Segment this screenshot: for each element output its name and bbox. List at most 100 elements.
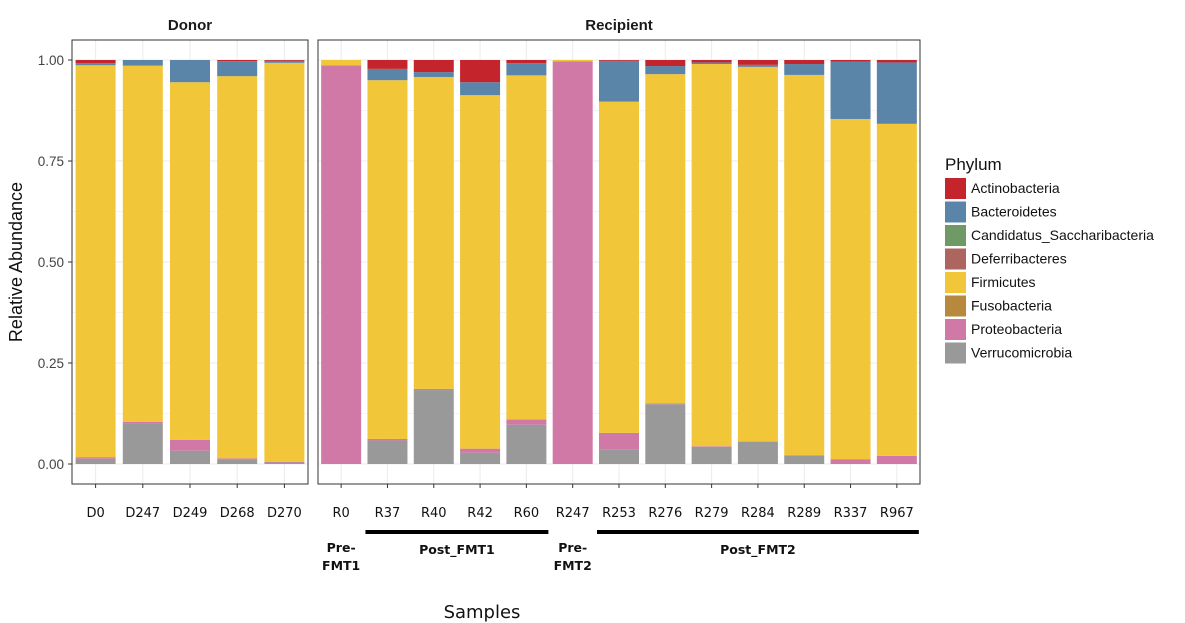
legend-label: Firmicutes bbox=[971, 274, 1036, 290]
x-tick-label: R279 bbox=[695, 506, 729, 521]
bar-segment-firmicutes bbox=[830, 118, 871, 460]
sample-group: Post_FMT2 bbox=[597, 530, 919, 558]
x-tick-label: R247 bbox=[556, 506, 590, 521]
bar-segment-actinobacteria bbox=[217, 60, 258, 62]
bar-D268 bbox=[217, 60, 258, 464]
bar-segment-bacteroidetes bbox=[830, 61, 871, 119]
bar-segment-proteobacteria bbox=[506, 419, 547, 425]
bar-segment-bacteroidetes bbox=[75, 63, 116, 66]
x-tick-label: D268 bbox=[220, 506, 255, 521]
bar-segment-firmicutes bbox=[784, 74, 825, 456]
bar-segment-actinobacteria bbox=[876, 60, 917, 63]
bar-segment-bacteroidetes bbox=[691, 62, 732, 65]
bar-segment-firmicutes bbox=[691, 64, 732, 447]
bar-segment-actinobacteria bbox=[784, 60, 825, 65]
y-tick-label: 0.00 bbox=[38, 457, 64, 472]
y-tick-label: 1.00 bbox=[38, 53, 64, 68]
bar-segment-proteobacteria bbox=[552, 61, 593, 464]
bar-segment-firmicutes bbox=[552, 60, 593, 62]
legend-swatch bbox=[945, 225, 966, 246]
bar-segment-proteobacteria bbox=[599, 432, 639, 450]
bar-segment-firmicutes bbox=[506, 75, 547, 420]
bar-segment-verrucomicrobia bbox=[691, 446, 732, 464]
y-axis: 0.00 0.25 0.50 0.75 1.00 bbox=[38, 53, 72, 472]
bar-segment-verrucomicrobia bbox=[75, 458, 116, 464]
bar-R967 bbox=[876, 60, 917, 464]
bar-segment-actinobacteria bbox=[599, 60, 639, 61]
y-tick-label: 0.75 bbox=[38, 154, 64, 169]
legend-title: Phylum bbox=[945, 155, 1002, 174]
legend-label: Verrucomicrobia bbox=[971, 345, 1072, 361]
bar-segment-verrucomicrobia bbox=[217, 459, 258, 464]
legend-swatch bbox=[945, 295, 966, 317]
legend-item-candidatus_saccharibacteria: Candidatus_Saccharibacteria bbox=[945, 225, 1154, 246]
x-tick-label: D0 bbox=[86, 506, 104, 521]
bar-segment-verrucomicrobia bbox=[784, 455, 825, 464]
bar-segment-verrucomicrobia bbox=[170, 450, 210, 464]
legend-item-firmicutes: Firmicutes bbox=[945, 272, 1036, 293]
bar-segment-bacteroidetes bbox=[170, 60, 210, 83]
legend-swatch bbox=[945, 272, 966, 293]
bar-segment-actinobacteria bbox=[645, 60, 686, 67]
bar-segment-firmicutes bbox=[460, 95, 501, 449]
bar-D0 bbox=[75, 60, 116, 464]
x-tick-label: R40 bbox=[421, 506, 447, 521]
legend-label: Deferribacteres bbox=[971, 251, 1067, 267]
bar-segment-firmicutes bbox=[170, 82, 210, 440]
bar-segment-firmicutes bbox=[876, 123, 917, 456]
legend-label: Bacteroidetes bbox=[971, 204, 1057, 220]
bar-segment-proteobacteria bbox=[691, 446, 732, 447]
y-axis-label: Relative Abundance bbox=[6, 182, 26, 342]
bar-segment-proteobacteria bbox=[217, 458, 258, 460]
x-tick-label: R337 bbox=[834, 506, 868, 521]
group-label: FMT2 bbox=[554, 558, 592, 573]
x-tick-label: D249 bbox=[173, 506, 208, 521]
legend-swatch bbox=[945, 342, 966, 364]
bar-R276 bbox=[645, 60, 686, 464]
bar-D270 bbox=[264, 60, 305, 464]
bar-R337 bbox=[830, 60, 871, 464]
group-label: Post_FMT1 bbox=[419, 542, 495, 558]
bar-segment-verrucomicrobia bbox=[367, 440, 408, 464]
group-label: Pre- bbox=[327, 540, 356, 555]
group-label: Post_FMT2 bbox=[720, 542, 796, 558]
bar-segment-actinobacteria bbox=[75, 60, 116, 64]
x-tick-label: R289 bbox=[787, 506, 821, 521]
bar-R279 bbox=[691, 60, 732, 464]
bar-segment-proteobacteria bbox=[413, 388, 454, 391]
x-tick-label: R253 bbox=[602, 506, 636, 521]
bar-segment-proteobacteria bbox=[830, 459, 871, 464]
bar-segment-bacteroidetes bbox=[784, 64, 825, 75]
bar-segment-actinobacteria bbox=[413, 60, 454, 73]
bar-segment-firmicutes bbox=[599, 101, 639, 433]
legend-item-fusobacteria: Fusobacteria bbox=[945, 295, 1052, 317]
bar-segment-bacteroidetes bbox=[645, 66, 686, 75]
bar-segment-proteobacteria bbox=[122, 421, 163, 424]
bar-R42 bbox=[460, 60, 501, 464]
legend-label: Proteobacteria bbox=[971, 321, 1062, 337]
bar-segment-bacteroidetes bbox=[876, 62, 917, 124]
bar-segment-actinobacteria bbox=[367, 60, 408, 69]
bar-R40 bbox=[413, 60, 454, 464]
bar-segment-bacteroidetes bbox=[460, 82, 501, 96]
bar-segment-firmicutes bbox=[75, 65, 116, 458]
x-tick-label: R0 bbox=[332, 506, 349, 521]
bar-segment-verrucomicrobia bbox=[506, 424, 547, 464]
bar-D249 bbox=[170, 60, 210, 464]
bar-segment-actinobacteria bbox=[460, 60, 501, 83]
bar-segment-verrucomicrobia bbox=[737, 441, 778, 464]
bar-segment-verrucomicrobia bbox=[264, 462, 305, 464]
bar-R289 bbox=[784, 60, 825, 464]
bar-segment-firmicutes bbox=[367, 80, 408, 439]
bar-segment-verrucomicrobia bbox=[122, 423, 163, 464]
bar-segment-firmicutes bbox=[217, 76, 258, 459]
x-tick-label: R967 bbox=[880, 506, 914, 521]
bar-R60 bbox=[506, 60, 547, 464]
bar-segment-actinobacteria bbox=[691, 60, 732, 63]
bar-segment-proteobacteria bbox=[321, 65, 362, 464]
panel-title: Donor bbox=[168, 17, 212, 34]
x-axis-label: Samples bbox=[444, 602, 521, 623]
sample-group: Pre- FMT2 bbox=[554, 540, 592, 573]
x-tick-label: R37 bbox=[375, 506, 401, 521]
